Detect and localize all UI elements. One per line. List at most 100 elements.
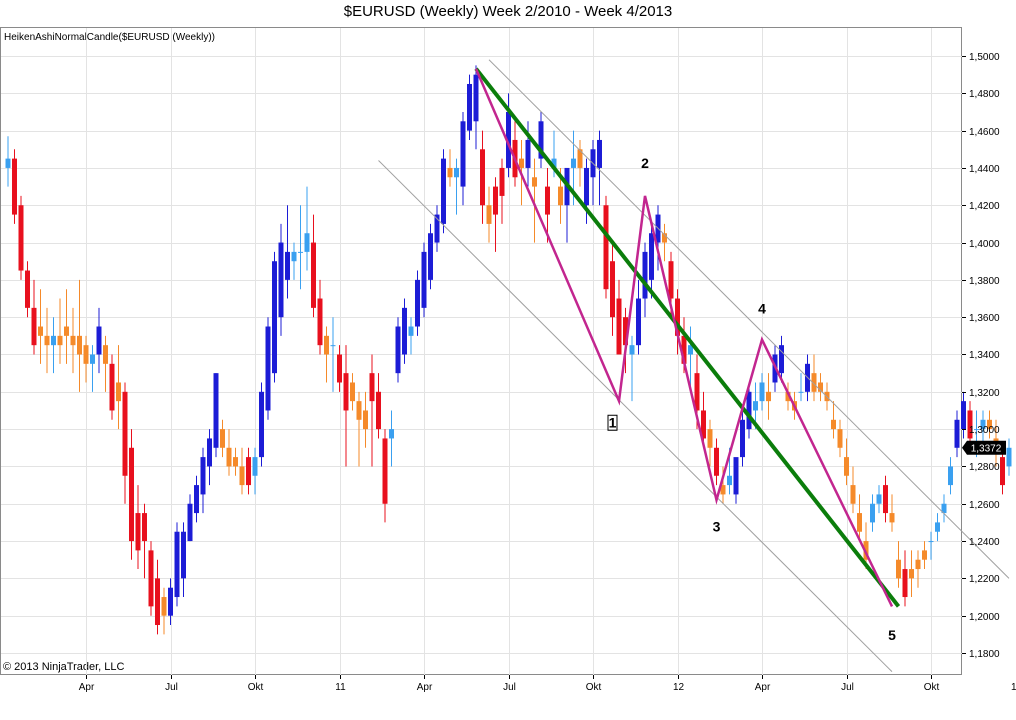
candle bbox=[265, 317, 271, 420]
candle-body bbox=[584, 167, 589, 206]
candle bbox=[77, 279, 82, 392]
x-tick-label: Okt bbox=[248, 682, 264, 693]
candle-body bbox=[545, 186, 550, 215]
candle bbox=[142, 503, 147, 579]
candle-body bbox=[161, 597, 167, 616]
candle-body bbox=[447, 167, 453, 178]
candle bbox=[330, 317, 336, 392]
candle-body bbox=[389, 429, 394, 439]
candle-body bbox=[642, 251, 648, 299]
candle-body bbox=[408, 326, 414, 336]
candle bbox=[90, 345, 95, 392]
wave-label-4: 4 bbox=[758, 300, 766, 316]
candle-body bbox=[974, 429, 979, 431]
candle-body bbox=[480, 149, 485, 206]
candle bbox=[935, 513, 940, 542]
y-tick-label: 1,1800 bbox=[969, 649, 1000, 660]
candle-body bbox=[616, 298, 622, 355]
candle bbox=[987, 410, 992, 439]
candle-body bbox=[577, 149, 583, 168]
candle bbox=[311, 214, 316, 318]
candle bbox=[642, 242, 648, 318]
candle-body bbox=[954, 419, 960, 448]
candle bbox=[285, 205, 290, 299]
candle-body bbox=[226, 447, 232, 467]
candle-body bbox=[77, 335, 82, 355]
candle-body bbox=[168, 587, 173, 616]
candle-body bbox=[428, 233, 433, 280]
candle-series bbox=[5, 65, 1012, 635]
candle bbox=[954, 410, 960, 458]
candle bbox=[350, 373, 355, 411]
last-price-box bbox=[962, 440, 1006, 455]
candle-body bbox=[473, 74, 479, 122]
candle bbox=[402, 298, 407, 364]
candle-body bbox=[285, 251, 290, 280]
candle bbox=[857, 494, 862, 542]
y-tick-label: 1,4600 bbox=[969, 127, 1000, 138]
candle-body bbox=[64, 326, 69, 336]
candle-body bbox=[31, 307, 37, 346]
candle-body bbox=[311, 242, 316, 308]
y-tick-label: 1,2800 bbox=[969, 462, 1000, 473]
candle bbox=[740, 410, 745, 467]
y-tick-label: 1,4200 bbox=[969, 201, 1000, 212]
candle-body bbox=[350, 382, 355, 402]
candle-body bbox=[811, 373, 817, 392]
candle bbox=[25, 261, 30, 318]
candle-body bbox=[441, 158, 446, 224]
candle bbox=[460, 111, 466, 206]
x-tick-label: Okt bbox=[924, 682, 940, 693]
candle-body bbox=[967, 410, 973, 439]
candle-body bbox=[558, 186, 563, 206]
candle-body bbox=[727, 475, 732, 486]
x-tick-label: Jul bbox=[165, 682, 178, 693]
candle-body bbox=[356, 401, 362, 420]
candle bbox=[597, 130, 602, 206]
x-tick-label: Apr bbox=[79, 682, 95, 693]
candle-body bbox=[701, 410, 706, 439]
candle bbox=[688, 326, 693, 392]
candle-body bbox=[239, 466, 245, 486]
candle-body bbox=[116, 382, 121, 402]
last-price-tag: 1,3372 bbox=[962, 440, 1006, 455]
candle bbox=[584, 158, 589, 224]
candle bbox=[272, 251, 277, 383]
candle bbox=[961, 391, 966, 439]
candle-body bbox=[668, 261, 674, 299]
y-tick-label: 1,3200 bbox=[969, 388, 1000, 399]
candle bbox=[18, 195, 24, 280]
candle bbox=[70, 307, 76, 374]
candle-body bbox=[675, 298, 680, 336]
candle-body bbox=[902, 569, 908, 598]
copyright-notice: © 2013 NinjaTrader, LLC bbox=[3, 661, 125, 673]
candle-body bbox=[733, 457, 739, 495]
candle bbox=[889, 494, 895, 532]
y-tick-label: 1,4000 bbox=[969, 239, 1000, 250]
candle-body bbox=[831, 419, 836, 430]
candle-body bbox=[51, 335, 56, 346]
candle bbox=[876, 485, 882, 514]
grid-lines bbox=[0, 27, 962, 675]
candle bbox=[135, 485, 141, 570]
candle bbox=[109, 354, 115, 420]
candle bbox=[376, 373, 381, 439]
candle-body bbox=[278, 242, 284, 318]
candle bbox=[324, 326, 329, 383]
candle-body bbox=[298, 251, 303, 253]
candle bbox=[454, 158, 459, 215]
candle bbox=[116, 345, 121, 430]
candle bbox=[343, 345, 349, 467]
candle-body bbox=[148, 550, 154, 607]
candle bbox=[798, 373, 804, 402]
candle bbox=[707, 419, 713, 467]
candle bbox=[590, 139, 596, 206]
candle bbox=[928, 531, 934, 560]
candle bbox=[148, 541, 154, 616]
candle-body bbox=[25, 270, 30, 308]
candle-body bbox=[909, 569, 914, 579]
candle-body bbox=[103, 345, 108, 364]
candle-body bbox=[532, 177, 537, 187]
candle-body bbox=[304, 233, 310, 252]
